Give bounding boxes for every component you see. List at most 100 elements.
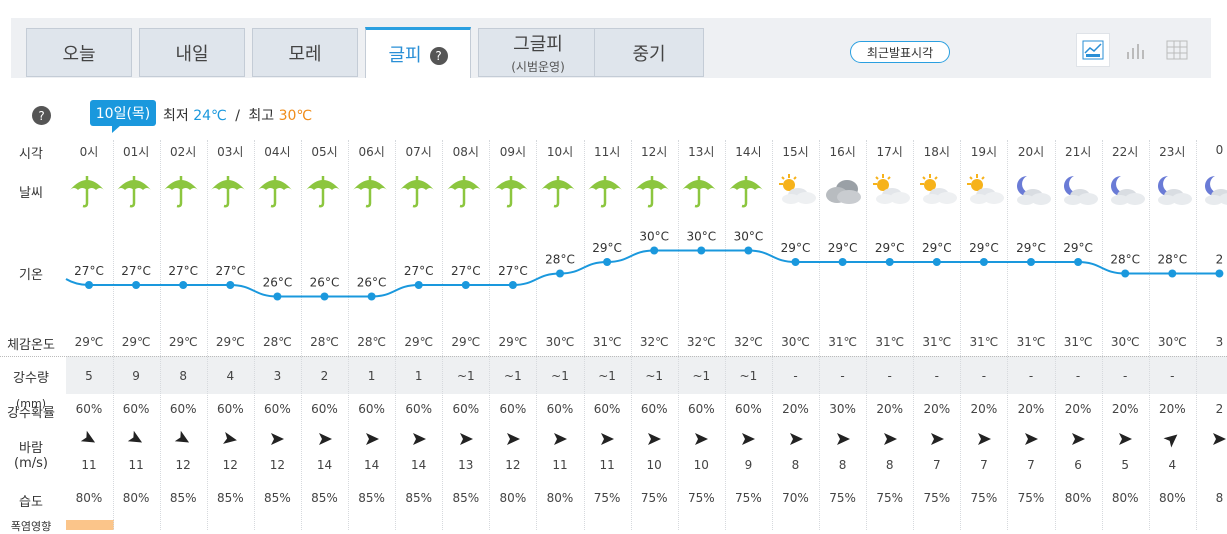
umbrella-icon [444, 170, 490, 210]
feels-like-value: 29℃ [121, 335, 151, 349]
rain-amount-value: - [887, 369, 892, 383]
row-label-wind: 바람 [19, 441, 43, 456]
temperature-point [367, 292, 376, 301]
row-label-wind-unit: (m/s) [14, 456, 48, 471]
temperature-label: 30°C [734, 230, 764, 244]
hour-label: 11시 [593, 145, 621, 159]
wind-direction-icon [1102, 431, 1148, 451]
sun-cloud-icon [962, 170, 1008, 210]
hour-label: 10시 [546, 145, 574, 159]
bar-chart-icon[interactable] [1118, 33, 1152, 67]
latest-release-button[interactable]: 최근발표시각 [850, 41, 950, 63]
rain-row-band [66, 356, 1227, 394]
help-icon[interactable]: ? [429, 47, 448, 65]
humidity-value: 70% [782, 491, 809, 505]
wind-direction-icon [490, 431, 536, 451]
hour-label: 05시 [311, 145, 338, 159]
umbrella-icon [726, 170, 772, 210]
temperature-label: 28°C [1110, 253, 1140, 267]
humidity-value: 80% [499, 491, 527, 505]
hour-label: 0시 [79, 145, 99, 159]
hour-label: 06시 [358, 145, 385, 159]
humidity-value: 75% [687, 491, 715, 505]
moon-cloud-icon [1009, 170, 1055, 210]
column-divider [677, 140, 679, 530]
tab-today[interactable]: 오늘 [26, 28, 132, 77]
umbrella-icon [491, 170, 537, 210]
wind-speed-value: 7 [1027, 458, 1035, 472]
tab-mid-term[interactable]: 중기 [594, 28, 704, 77]
temperature-point [508, 281, 517, 289]
wind-speed-value: 10 [693, 458, 709, 472]
tab-tomorrow[interactable]: 내일 [139, 28, 245, 77]
column-divider [395, 140, 397, 530]
wind-speed-value: 12 [269, 458, 286, 472]
tab-label: 그글피 [513, 34, 563, 55]
feels-like-value: 29℃ [451, 335, 481, 349]
umbrella-icon [632, 170, 678, 210]
wind-speed-value: 13 [458, 458, 474, 472]
temperature-point [791, 258, 800, 266]
temperature-label: 27°C [168, 264, 198, 278]
column-divider [1195, 140, 1197, 530]
umbrella-icon [303, 170, 349, 210]
temperature-label: 29°C [828, 241, 858, 255]
divider [0, 356, 1227, 357]
temperature-point [979, 258, 988, 266]
column-divider [771, 140, 773, 530]
rain-prob-value: 60% [640, 402, 668, 416]
wind-speed-value: 14 [411, 458, 427, 472]
wind-speed-value: 12 [505, 458, 521, 472]
temperature-point [132, 281, 141, 289]
feels-like-value: 32℃ [686, 335, 716, 349]
feels-like-value: 31℃ [1063, 335, 1093, 349]
rain-prob-value: 60% [687, 402, 715, 416]
temperature-label: 29°C [592, 241, 622, 255]
hour-label: 02시 [170, 145, 197, 159]
temperature-point [273, 292, 282, 301]
rain-prob-value: 2 [1215, 402, 1224, 416]
help-icon[interactable]: ? [32, 106, 51, 125]
rain-prob-value: 60% [499, 402, 527, 416]
row-label-weather: 날씨 [19, 186, 43, 201]
table-icon[interactable] [1160, 33, 1194, 67]
line-chart-icon[interactable] [1076, 33, 1110, 67]
column-divider [253, 140, 255, 530]
humidity-value: 80% [546, 491, 574, 505]
humidity-value: 75% [640, 491, 668, 505]
wind-direction-icon [631, 431, 677, 451]
min-max-temp: 최저 24℃ / 최고 30℃ [163, 105, 312, 125]
moon-cloud-icon [1150, 170, 1196, 210]
hour-label: 23시 [1159, 145, 1186, 159]
rain-amount-value: ~1 [551, 369, 569, 383]
column-divider [630, 140, 632, 530]
hour-label: 09시 [499, 145, 527, 159]
hour-label: 04시 [264, 145, 291, 159]
wind-direction-icon [584, 431, 630, 451]
column-divider [300, 140, 302, 530]
rain-prob-value: 60% [735, 402, 762, 416]
wind-direction-icon [820, 431, 866, 451]
rain-prob-value: 20% [1064, 402, 1092, 416]
wind-direction-icon [1055, 431, 1101, 451]
wind-direction-icon [537, 431, 583, 451]
tab-4days[interactable]: 그글피 (시범운영) [478, 28, 598, 77]
feels-like-value: 29℃ [168, 335, 198, 349]
wind-direction-icon [1196, 431, 1227, 451]
rain-amount-value: - [981, 369, 987, 383]
wind-direction-icon [1149, 431, 1195, 451]
tab-day-after[interactable]: 모레 [252, 28, 358, 77]
rain-prob-value: 60% [216, 402, 244, 416]
wind-direction-icon [914, 431, 960, 451]
temperature-label: 26°C [310, 276, 340, 290]
temperature-point [179, 281, 188, 289]
wind-direction-icon [302, 431, 348, 451]
rain-prob-value: 20% [1111, 402, 1139, 416]
rain-amount-value: - [793, 369, 798, 383]
rain-amount-value: - [1075, 369, 1081, 383]
tab-3days[interactable]: 글피? [365, 27, 471, 78]
temperature-point [461, 281, 470, 289]
wind-speed-value: 11 [128, 458, 144, 472]
feels-like-value: 30℃ [1110, 335, 1140, 349]
rain-amount-value: ~1 [456, 369, 475, 383]
